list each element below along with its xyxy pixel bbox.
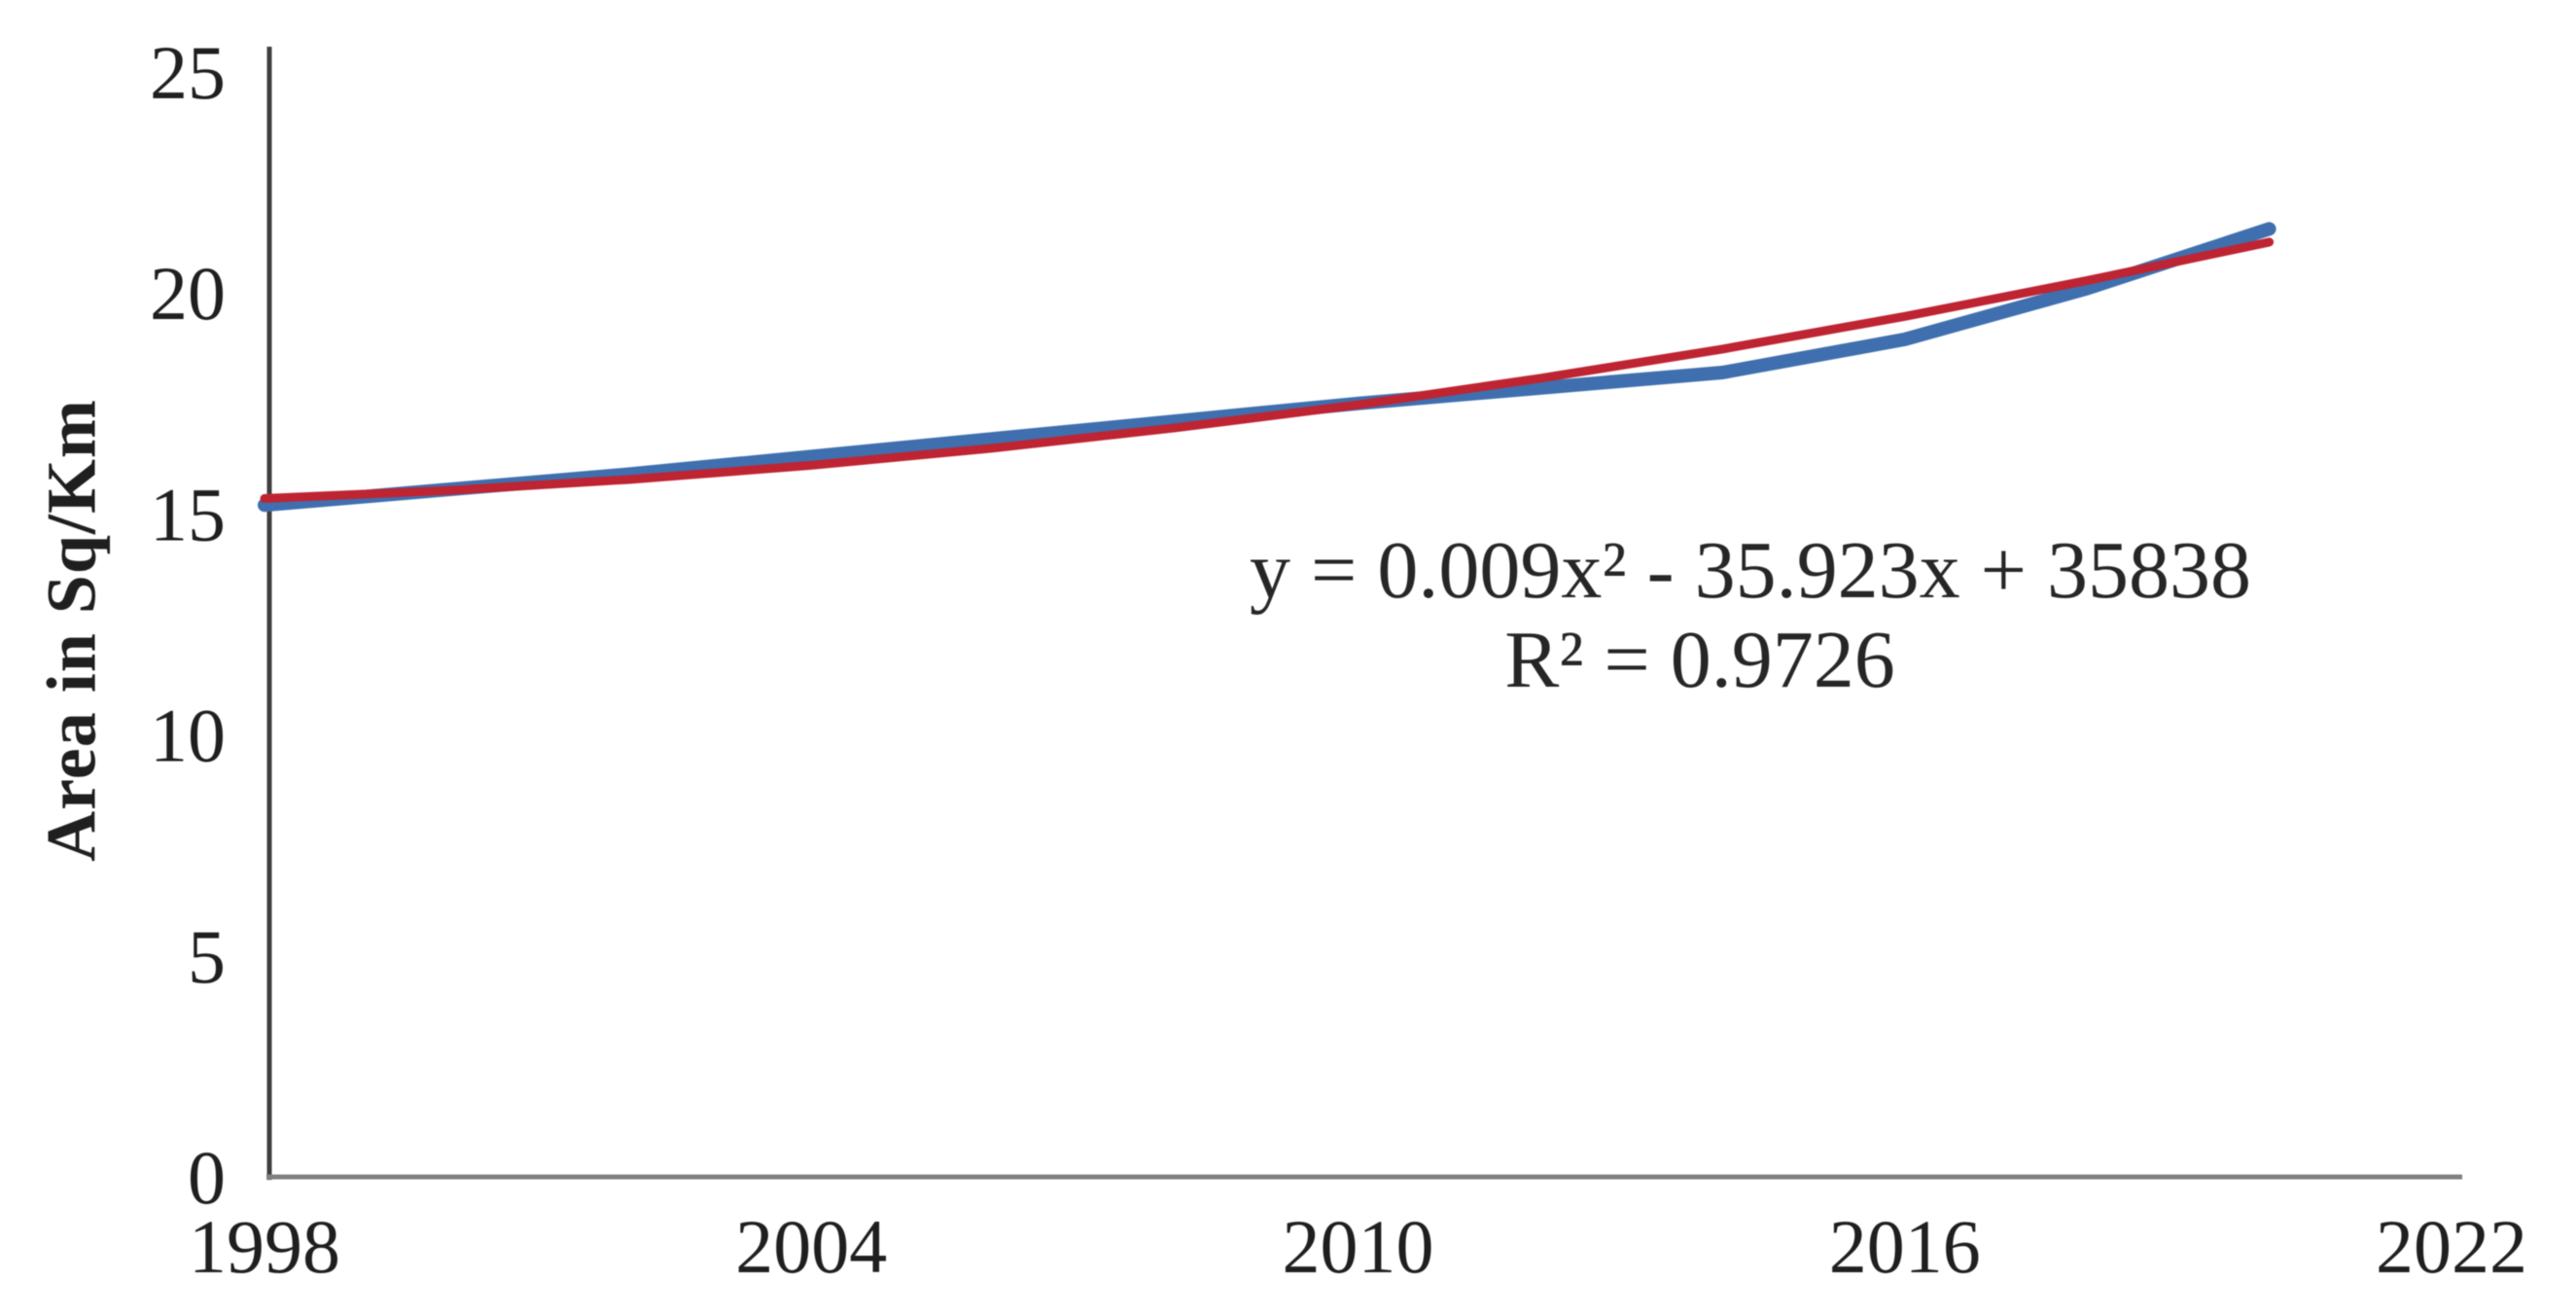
x-tick-label: 2022 [2376, 1204, 2527, 1289]
x-tick-label: 1998 [189, 1204, 340, 1289]
y-tick-label: 5 [188, 914, 226, 999]
trendline-equation-text: y = 0.009x² - 35.923x + 35838 [1250, 525, 2251, 616]
series-polynomial-trendline-line [260, 237, 2275, 503]
y-axis-title: Area in Sq/Km [32, 399, 111, 862]
y-tick-label: 0 [188, 1135, 226, 1220]
y-tick-label: 20 [150, 251, 226, 336]
series-observed-area-line [258, 222, 2276, 513]
x-tick-label: 2004 [735, 1204, 887, 1289]
x-tick-label: 2016 [1829, 1204, 1981, 1289]
x-tick-label: 2010 [1283, 1204, 1434, 1289]
r-squared-text: R² = 0.9726 [1504, 615, 1895, 705]
y-tick-label: 25 [150, 30, 226, 115]
y-tick-label: 15 [150, 472, 226, 556]
y-tick-label: 10 [150, 694, 226, 778]
